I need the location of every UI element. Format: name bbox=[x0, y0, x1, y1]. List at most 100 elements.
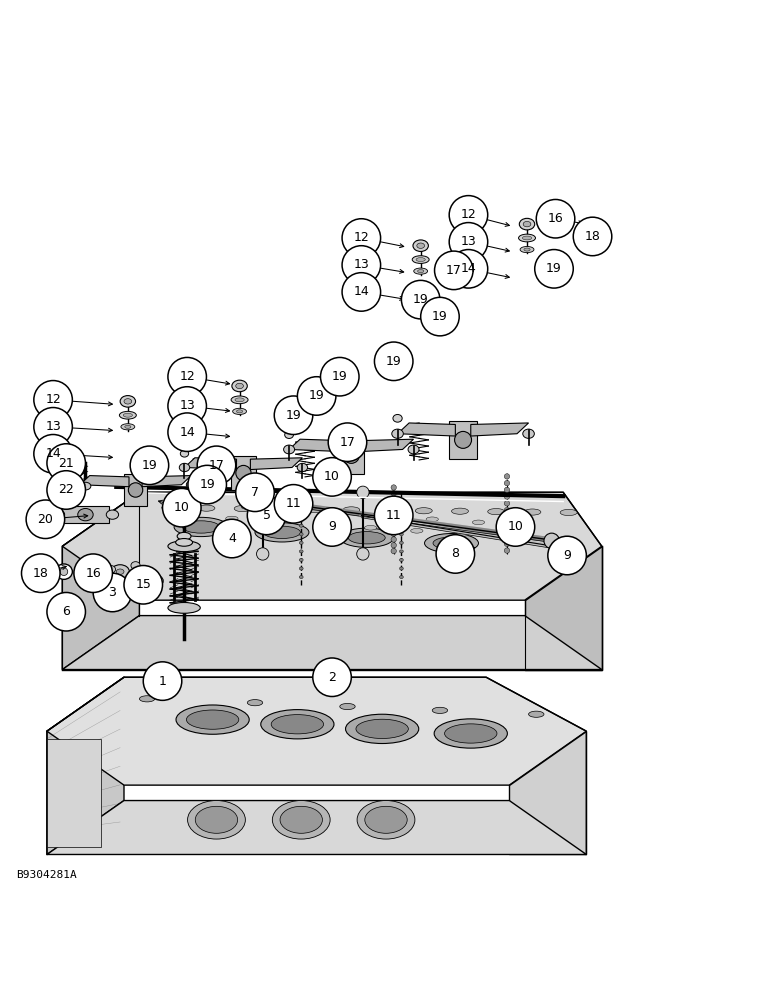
Circle shape bbox=[401, 280, 440, 319]
Ellipse shape bbox=[84, 566, 100, 577]
Polygon shape bbox=[124, 474, 147, 506]
Circle shape bbox=[144, 662, 181, 700]
Polygon shape bbox=[63, 616, 601, 670]
Circle shape bbox=[188, 465, 226, 504]
Ellipse shape bbox=[399, 567, 403, 570]
Ellipse shape bbox=[504, 501, 510, 506]
Ellipse shape bbox=[283, 445, 295, 454]
Circle shape bbox=[74, 554, 113, 592]
Text: 11: 11 bbox=[386, 509, 401, 522]
Ellipse shape bbox=[300, 507, 303, 510]
Ellipse shape bbox=[357, 801, 415, 839]
Circle shape bbox=[22, 554, 60, 592]
Text: 19: 19 bbox=[546, 262, 562, 275]
Ellipse shape bbox=[391, 548, 396, 554]
Ellipse shape bbox=[504, 507, 510, 513]
Circle shape bbox=[544, 533, 560, 549]
Ellipse shape bbox=[418, 270, 424, 273]
Ellipse shape bbox=[399, 507, 403, 510]
Circle shape bbox=[436, 535, 475, 573]
Text: 12: 12 bbox=[354, 231, 369, 244]
Text: 14: 14 bbox=[354, 285, 369, 298]
Text: 3: 3 bbox=[109, 586, 117, 599]
Circle shape bbox=[342, 219, 381, 257]
Polygon shape bbox=[185, 458, 236, 470]
Ellipse shape bbox=[524, 248, 530, 251]
Ellipse shape bbox=[76, 468, 84, 475]
Text: 13: 13 bbox=[46, 420, 61, 433]
Ellipse shape bbox=[488, 509, 505, 515]
Ellipse shape bbox=[391, 508, 396, 513]
Ellipse shape bbox=[503, 535, 516, 539]
Ellipse shape bbox=[147, 575, 164, 587]
Text: 4: 4 bbox=[228, 532, 235, 545]
Ellipse shape bbox=[399, 516, 403, 519]
Polygon shape bbox=[47, 677, 124, 854]
Ellipse shape bbox=[60, 568, 68, 576]
Ellipse shape bbox=[107, 510, 119, 519]
Ellipse shape bbox=[271, 715, 323, 734]
Ellipse shape bbox=[232, 408, 246, 414]
Ellipse shape bbox=[78, 508, 93, 521]
Ellipse shape bbox=[415, 508, 432, 514]
Circle shape bbox=[297, 377, 336, 415]
Text: 10: 10 bbox=[324, 470, 340, 483]
Ellipse shape bbox=[455, 431, 472, 448]
Text: 17: 17 bbox=[208, 459, 225, 472]
Ellipse shape bbox=[306, 506, 323, 513]
Ellipse shape bbox=[344, 447, 360, 463]
Text: 14: 14 bbox=[461, 262, 476, 275]
Text: 18: 18 bbox=[33, 567, 49, 580]
Circle shape bbox=[535, 250, 574, 288]
Ellipse shape bbox=[162, 505, 178, 511]
Ellipse shape bbox=[145, 461, 154, 469]
Ellipse shape bbox=[399, 541, 403, 544]
Circle shape bbox=[449, 223, 488, 261]
Circle shape bbox=[47, 592, 86, 631]
Text: 2: 2 bbox=[328, 671, 336, 684]
Ellipse shape bbox=[504, 534, 510, 540]
Text: 19: 19 bbox=[386, 355, 401, 368]
Circle shape bbox=[274, 485, 313, 523]
Ellipse shape bbox=[52, 510, 65, 519]
Text: 18: 18 bbox=[584, 230, 601, 243]
Text: 14: 14 bbox=[179, 426, 195, 439]
Ellipse shape bbox=[391, 429, 403, 438]
Ellipse shape bbox=[175, 539, 192, 546]
Text: 22: 22 bbox=[59, 483, 74, 496]
Circle shape bbox=[496, 508, 535, 546]
Ellipse shape bbox=[225, 536, 238, 544]
Circle shape bbox=[256, 486, 269, 498]
Ellipse shape bbox=[391, 502, 396, 508]
Text: 1: 1 bbox=[158, 675, 167, 688]
Ellipse shape bbox=[272, 519, 284, 524]
Ellipse shape bbox=[519, 234, 536, 242]
Ellipse shape bbox=[255, 523, 309, 542]
Text: 6: 6 bbox=[63, 605, 70, 618]
Ellipse shape bbox=[504, 474, 510, 479]
Ellipse shape bbox=[300, 524, 303, 527]
Circle shape bbox=[274, 396, 313, 434]
Circle shape bbox=[574, 217, 611, 256]
Ellipse shape bbox=[340, 703, 355, 710]
Ellipse shape bbox=[124, 413, 133, 417]
Ellipse shape bbox=[334, 511, 346, 515]
Ellipse shape bbox=[234, 505, 251, 512]
Ellipse shape bbox=[414, 268, 428, 274]
Ellipse shape bbox=[75, 481, 85, 489]
Circle shape bbox=[313, 508, 351, 546]
Text: 19: 19 bbox=[141, 459, 157, 472]
Ellipse shape bbox=[348, 532, 385, 544]
Ellipse shape bbox=[417, 243, 425, 248]
Ellipse shape bbox=[131, 562, 141, 569]
Ellipse shape bbox=[198, 505, 215, 511]
Ellipse shape bbox=[379, 507, 396, 513]
Ellipse shape bbox=[504, 528, 510, 533]
Ellipse shape bbox=[425, 534, 479, 553]
Circle shape bbox=[168, 387, 206, 425]
Ellipse shape bbox=[241, 505, 253, 509]
Circle shape bbox=[93, 573, 132, 612]
Ellipse shape bbox=[172, 513, 184, 518]
Ellipse shape bbox=[117, 569, 124, 574]
Ellipse shape bbox=[56, 564, 73, 579]
